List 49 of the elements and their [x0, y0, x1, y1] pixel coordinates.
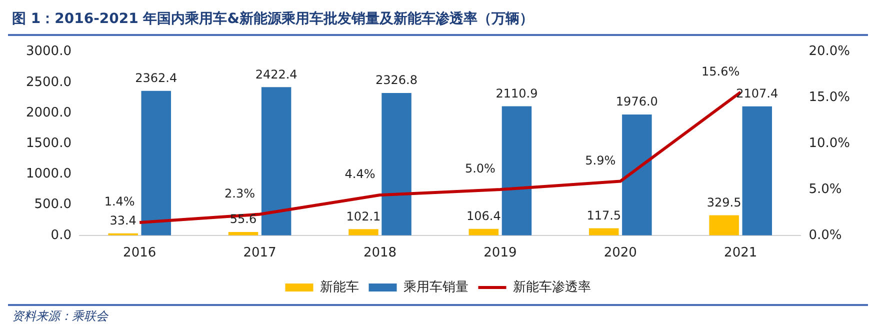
data-label: 102.1 — [346, 209, 381, 224]
bar — [709, 215, 739, 236]
x-tick-label: 2019 — [484, 246, 517, 261]
data-label: 1.4% — [104, 194, 135, 209]
x-tick-label: 2016 — [123, 246, 156, 261]
y-tick-label: 3000.0 — [26, 44, 72, 60]
bar — [348, 229, 378, 236]
y2-tick-label: 5.0% — [808, 182, 842, 197]
bar — [468, 228, 499, 236]
y2-tick-label: 10.0% — [808, 136, 850, 151]
data-label: 5.0% — [464, 162, 496, 176]
y-tick-label: 2500.0 — [26, 74, 72, 90]
data-label: 2110.9 — [496, 86, 538, 100]
data-label: 2362.4 — [135, 70, 178, 85]
bar — [382, 93, 412, 236]
data-label: 5.9% — [585, 153, 616, 168]
bar — [261, 87, 292, 236]
bar — [742, 106, 772, 236]
bar — [622, 114, 652, 236]
chart-title: 图 1：2016-2021 年国内乘用车&新能源乘用车批发销量及新能车渗透率（万辆） — [8, 8, 868, 36]
data-label: 2.3% — [224, 186, 256, 200]
y-tick-label: 500.0 — [34, 197, 72, 212]
x-tick-label: 2021 — [724, 246, 758, 261]
y2-tick-label: 0.0% — [808, 228, 842, 243]
y-tick-label: 1500.0 — [26, 136, 72, 151]
x-tick-label: 2017 — [243, 246, 276, 261]
y-tick-label: 1000.0 — [26, 166, 72, 182]
x-tick-label: 2020 — [604, 246, 637, 261]
text: 资料来源：乘联会 — [8, 304, 868, 327]
data-label: 4.4% — [344, 167, 376, 182]
y2-tick-label: 20.0% — [808, 44, 850, 60]
data-label: 33.4 — [110, 213, 136, 228]
data-label: 329.5 — [706, 195, 742, 210]
legend-label: 乘用车销量 — [403, 280, 468, 295]
data-label: 2422.4 — [255, 67, 298, 82]
bar — [588, 228, 619, 236]
data-label: 117.5 — [586, 208, 622, 222]
bar — [141, 90, 171, 236]
bar — [502, 106, 532, 236]
data-label: 106.4 — [466, 209, 501, 224]
legend-label: 新能车渗透率 — [512, 278, 591, 295]
data-label: 1976.0 — [616, 94, 658, 109]
data-label: 15.6% — [702, 64, 740, 78]
data-label: 2326.8 — [376, 73, 418, 88]
y-tick-label: 2000.0 — [26, 105, 72, 120]
y2-tick-label: 15.0% — [808, 90, 850, 106]
x-tick-label: 2018 — [363, 246, 397, 261]
y-tick-label: 0.0 — [50, 228, 72, 243]
legend-label: 新能车 — [320, 280, 359, 295]
